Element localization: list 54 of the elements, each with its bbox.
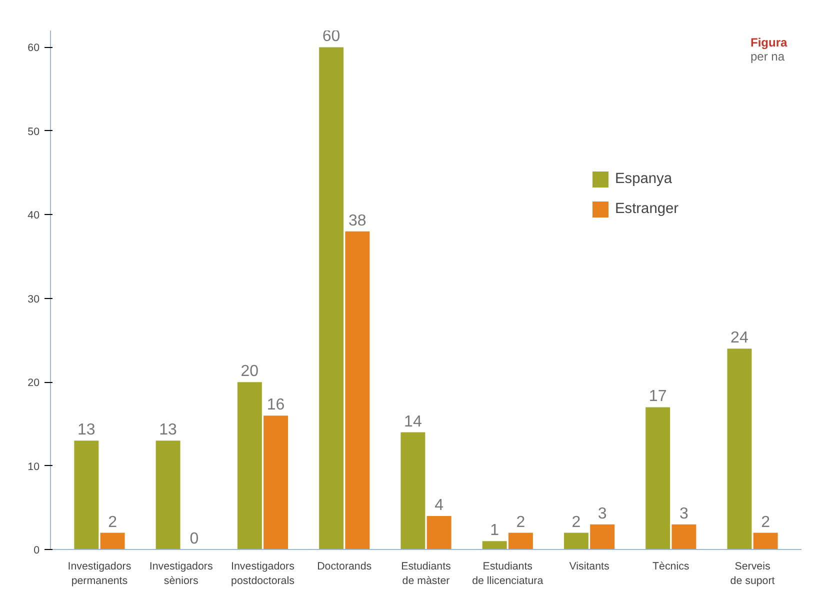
x-tick-label: Visitants: [569, 560, 610, 572]
x-tick-label: Doctorands: [317, 560, 372, 572]
x-tick-label: Investigadors sèniors: [149, 560, 213, 587]
bar: [264, 416, 288, 550]
y-tick-label: 50: [28, 126, 40, 138]
x-tick-label: Estudiants de llicenciatura: [472, 560, 544, 587]
bar: [319, 47, 344, 550]
legend-label: Estranger: [615, 201, 679, 217]
bar: [672, 524, 696, 550]
data-label: 13: [78, 422, 96, 439]
annotation: per na: [750, 50, 785, 64]
y-tick-label: 30: [28, 293, 40, 306]
data-label: 14: [404, 413, 422, 430]
bar: [508, 532, 533, 550]
x-tick-label: Tècnics: [652, 560, 690, 572]
data-label: 2: [761, 514, 770, 531]
bar: [74, 440, 99, 550]
data-label: 3: [680, 505, 689, 522]
data-label: 20: [240, 363, 259, 380]
bar: [482, 541, 507, 550]
y-tick-label: 10: [28, 460, 40, 473]
data-label: 1: [490, 522, 500, 540]
data-label: 16: [266, 396, 285, 414]
data-label: 2: [516, 514, 526, 531]
data-label: 38: [348, 212, 366, 230]
legend-label: Espanya: [615, 171, 672, 187]
bar: [237, 382, 262, 550]
data-label: 4: [434, 497, 444, 514]
bar: [156, 440, 180, 550]
y-tick-label: 20: [28, 377, 40, 390]
bar: [564, 532, 588, 550]
data-label: 24: [730, 330, 748, 347]
bar: [345, 231, 370, 550]
bar: [753, 532, 778, 550]
x-tick-label: Investigadors postdoctorals: [231, 560, 294, 587]
data-label: 13: [159, 422, 178, 439]
data-label: 0: [190, 530, 199, 548]
y-tick-label: 40: [28, 210, 40, 222]
bar: [400, 432, 426, 550]
bar: [100, 532, 125, 550]
y-tick-label: 0: [34, 544, 40, 556]
bar: [646, 407, 670, 550]
data-label: 17: [648, 388, 667, 406]
bar: [590, 524, 615, 550]
x-tick-label: Estudiants de màster: [401, 560, 451, 587]
y-tick-label: 60: [28, 42, 40, 54]
x-tick-label: Serveis de suport: [730, 560, 775, 587]
annotation: Figura: [750, 36, 788, 50]
x-tick-label: Investigadors permanents: [68, 560, 132, 587]
bar: [426, 516, 452, 550]
data-label: 2: [108, 514, 118, 531]
data-label: 2: [572, 514, 581, 531]
data-label: 3: [598, 505, 607, 522]
bar: [727, 348, 752, 550]
